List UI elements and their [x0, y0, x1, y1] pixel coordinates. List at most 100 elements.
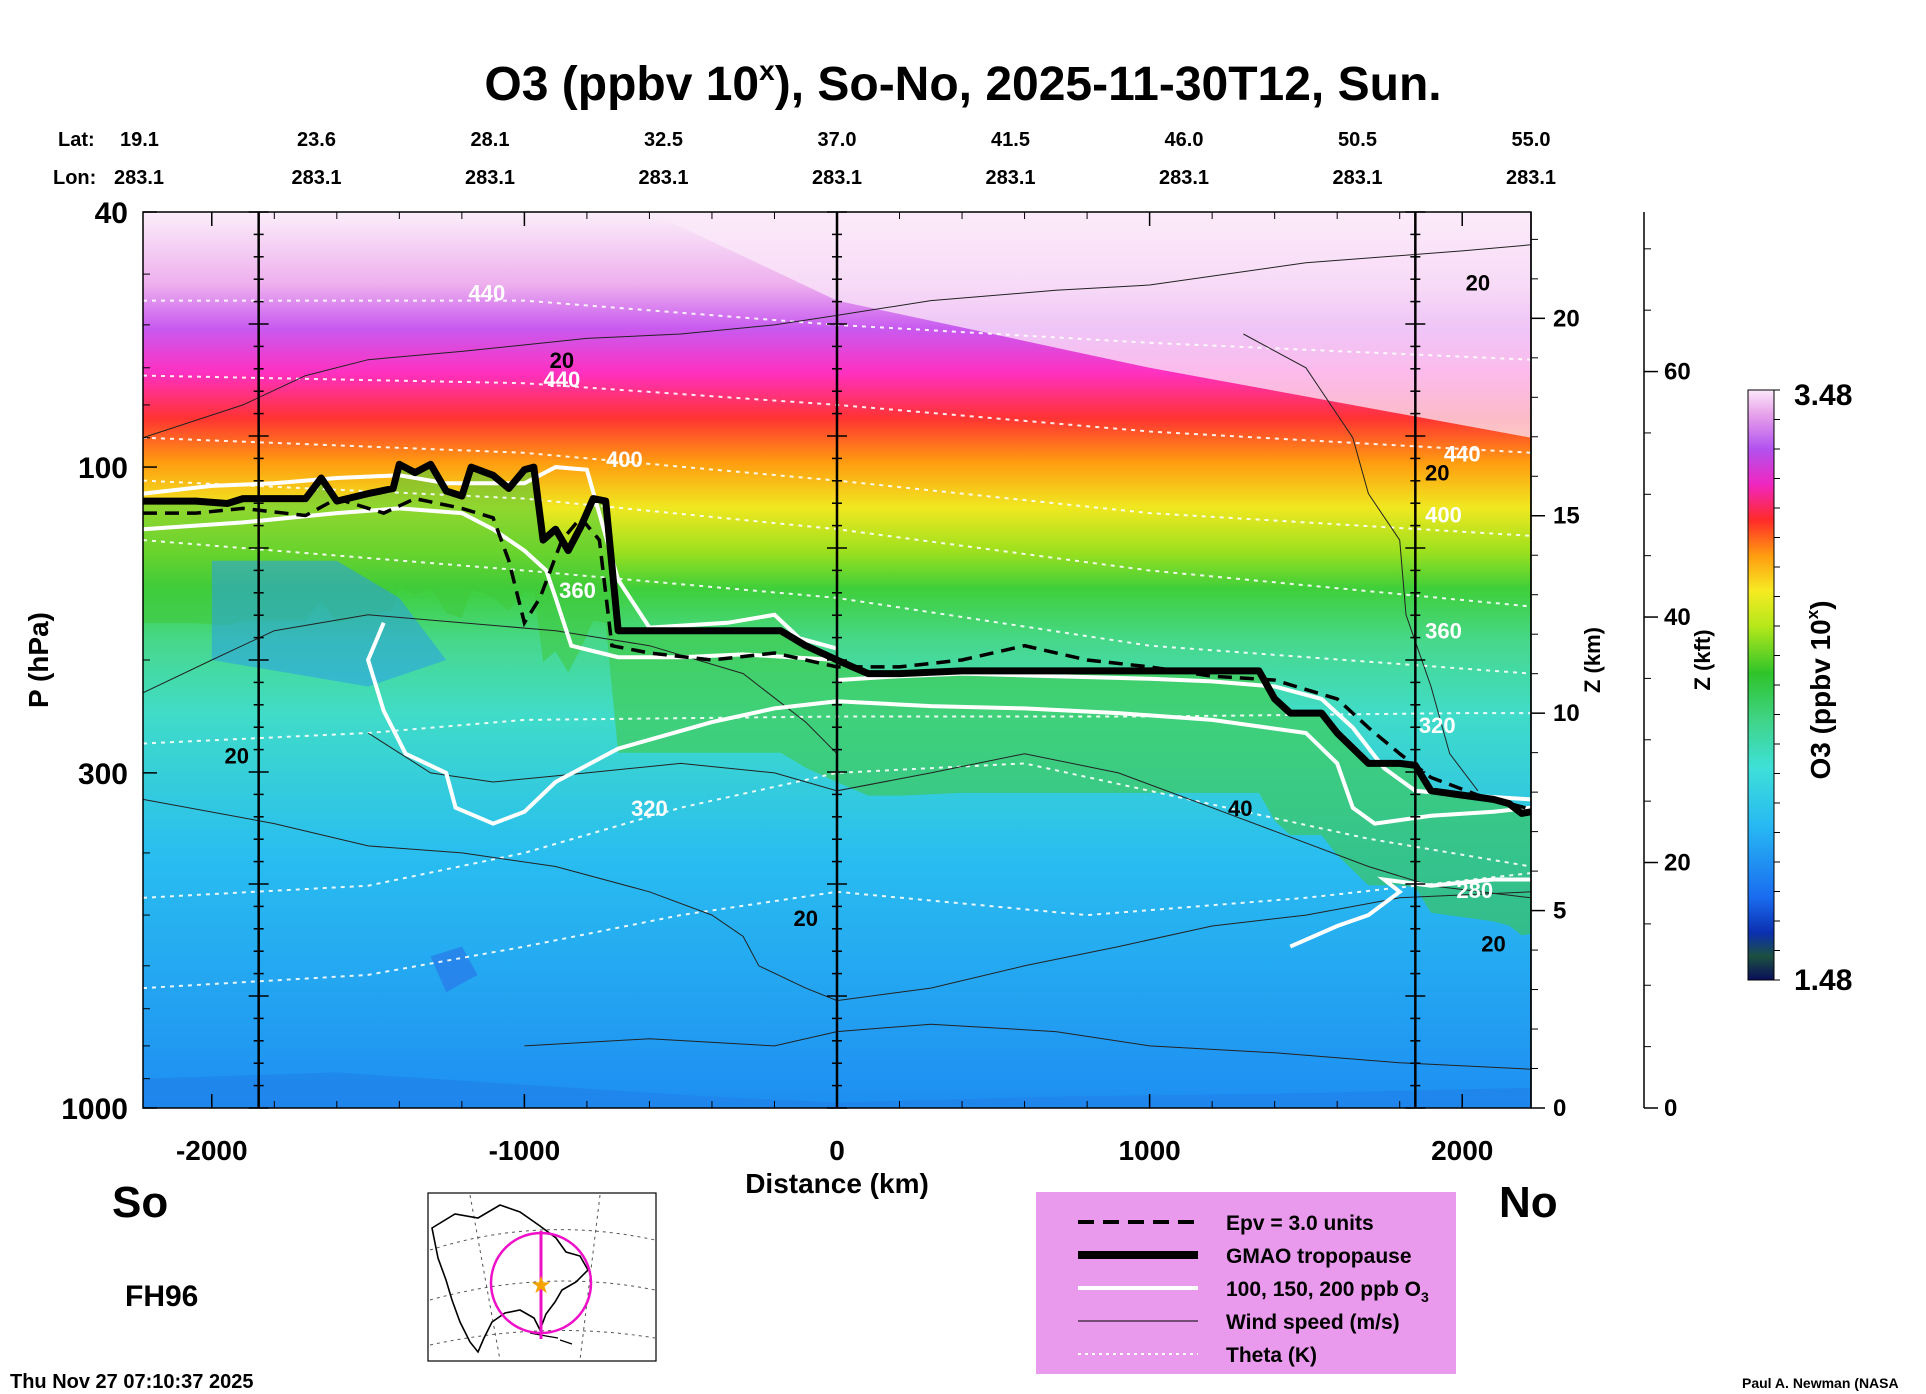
- wind-speed-contours: [143, 244, 1531, 1070]
- z-kft-axis-label: Z (kft): [1690, 629, 1715, 690]
- y-tick-label: 100: [78, 452, 128, 485]
- z-kft-axis: 0 20 40 60: [1643, 212, 1691, 1122]
- contour-label: 20: [793, 906, 817, 931]
- colorbar-label: O3 (ppbv 10x): [1803, 600, 1836, 779]
- x-axis-label: Distance (km): [745, 1168, 929, 1199]
- z-km-tick-label: 20: [1553, 305, 1580, 332]
- wind-contour: [143, 244, 1531, 439]
- x-tick-label: -1000: [489, 1135, 561, 1166]
- ozone-contour: [1289, 876, 1531, 949]
- z-km-tick-label: 15: [1553, 503, 1580, 530]
- z-km-tick-label: 10: [1553, 700, 1580, 727]
- z-kft-tick-label: 20: [1664, 850, 1691, 877]
- contour-label: 20: [1466, 270, 1490, 295]
- north-label: No: [1499, 1178, 1558, 1227]
- epv-line: [143, 496, 1531, 811]
- wind-contour: [1243, 333, 1479, 792]
- theta-contour: [143, 762, 1531, 899]
- lon-value: 283.1: [1159, 167, 1209, 189]
- z-km-tick-label: 5: [1553, 898, 1566, 925]
- forecast-hour-label: FH96: [125, 1280, 198, 1313]
- lat-value: 41.5: [991, 129, 1030, 151]
- contour-label: 280: [1456, 878, 1493, 903]
- contour-label: 400: [606, 447, 643, 472]
- contour-label: 440: [1444, 441, 1481, 466]
- lat-value: 19.1: [120, 129, 159, 151]
- z-km-tick-label: 0: [1553, 1095, 1566, 1122]
- contour-label: 440: [469, 281, 506, 306]
- legend-o3-subscript: 3: [1421, 1289, 1429, 1305]
- colorbar-max-label: 3.48: [1794, 379, 1852, 412]
- contour-label: 320: [631, 796, 668, 821]
- credit-label: Paul A. Newman (NASA: [1742, 1375, 1899, 1391]
- x-tick-label: 2000: [1431, 1135, 1493, 1166]
- lon-value: 283.1: [114, 167, 164, 189]
- lat-value: 46.0: [1165, 129, 1204, 151]
- legend-label: Epv = 3.0 units: [1226, 1212, 1374, 1235]
- contour-label: 20: [1425, 461, 1449, 486]
- wind-contour: [143, 614, 838, 755]
- low-ozone-surface: [143, 1072, 1531, 1108]
- x-tick-label: 1000: [1118, 1135, 1180, 1166]
- lon-value: 283.1: [638, 167, 688, 189]
- low-ozone-patch: [211, 560, 447, 687]
- lat-value: 37.0: [818, 129, 857, 151]
- inset-map: ★: [427, 1192, 657, 1362]
- legend-label: Theta (K): [1226, 1344, 1317, 1367]
- lat-value: 50.5: [1338, 129, 1377, 151]
- contour-label: 360: [559, 578, 596, 603]
- chart-title: O3 (ppbv 10x), So-No, 2025-11-30T12, Sun…: [484, 55, 1441, 111]
- lon-value: 283.1: [985, 167, 1035, 189]
- lat-value: 32.5: [644, 129, 683, 151]
- lon-value: 283.1: [812, 167, 862, 189]
- contour-label: 20: [225, 743, 249, 768]
- legend-label: GMAO tropopause: [1226, 1245, 1412, 1268]
- tropopause-line: [143, 460, 1531, 817]
- y-tick-label: 40: [95, 197, 128, 230]
- ozone-contour: [365, 622, 1531, 826]
- high-ozone-cap: [143, 212, 1531, 438]
- lon-value: 283.1: [1332, 167, 1382, 189]
- lon-value: 283.1: [1506, 167, 1556, 189]
- y-axis-label: P (hPa): [23, 612, 54, 708]
- ozone-contour: [143, 465, 838, 651]
- wind-contour: [524, 1023, 1531, 1070]
- legend-label: Wind speed (m/s): [1226, 1311, 1400, 1334]
- south-label: So: [112, 1178, 168, 1227]
- continent-outline: [431, 1204, 589, 1354]
- wind-contour: [367, 732, 1531, 899]
- timestamp: Thu Nov 27 07:10:37 2025: [10, 1371, 253, 1393]
- colorbar: [1747, 389, 1775, 981]
- z-kft-tick-label: 0: [1664, 1095, 1677, 1122]
- y-tick-label: 300: [78, 758, 128, 791]
- lon-value: 283.1: [465, 167, 515, 189]
- x-tick-label: -2000: [176, 1135, 248, 1166]
- lon-value: 283.1: [291, 167, 341, 189]
- legend-label: 100, 150, 200 ppb O3: [1226, 1278, 1429, 1305]
- epv-contour: [143, 496, 1531, 811]
- x-tick-label: 0: [829, 1135, 845, 1166]
- z-kft-tick-label: 40: [1664, 604, 1691, 631]
- lon-label: Lon:: [53, 167, 96, 189]
- contour-label: 20: [550, 348, 574, 373]
- z-kft-tick-label: 60: [1664, 359, 1691, 386]
- lat-value: 55.0: [1512, 129, 1551, 151]
- wind-contour: [143, 798, 1531, 1002]
- inset-center-star-icon: ★: [530, 1272, 552, 1299]
- y-tick-label: 1000: [61, 1093, 128, 1126]
- colorbar-ticks: [1774, 389, 1780, 981]
- z-km-axis: 0 5 10 15 20: [1530, 212, 1580, 1122]
- contour-label: 20: [1481, 932, 1505, 957]
- contour-labels: 4404402040036020320204020204404003603202…: [225, 270, 1506, 956]
- lat-label: Lat:: [58, 129, 95, 151]
- lat-value: 23.6: [297, 129, 336, 151]
- contour-label: 360: [1425, 618, 1462, 643]
- tropopause-contour: [143, 460, 1531, 817]
- y-axis: 40 100 300 1000: [61, 197, 157, 1126]
- x-axis: -2000 -1000 0 1000 2000: [176, 212, 1493, 1166]
- lat-value: 28.1: [471, 129, 510, 151]
- z-km-axis-label: Z (km): [1580, 627, 1605, 693]
- contour-label: 400: [1425, 502, 1462, 527]
- contour-label: 40: [1228, 796, 1252, 821]
